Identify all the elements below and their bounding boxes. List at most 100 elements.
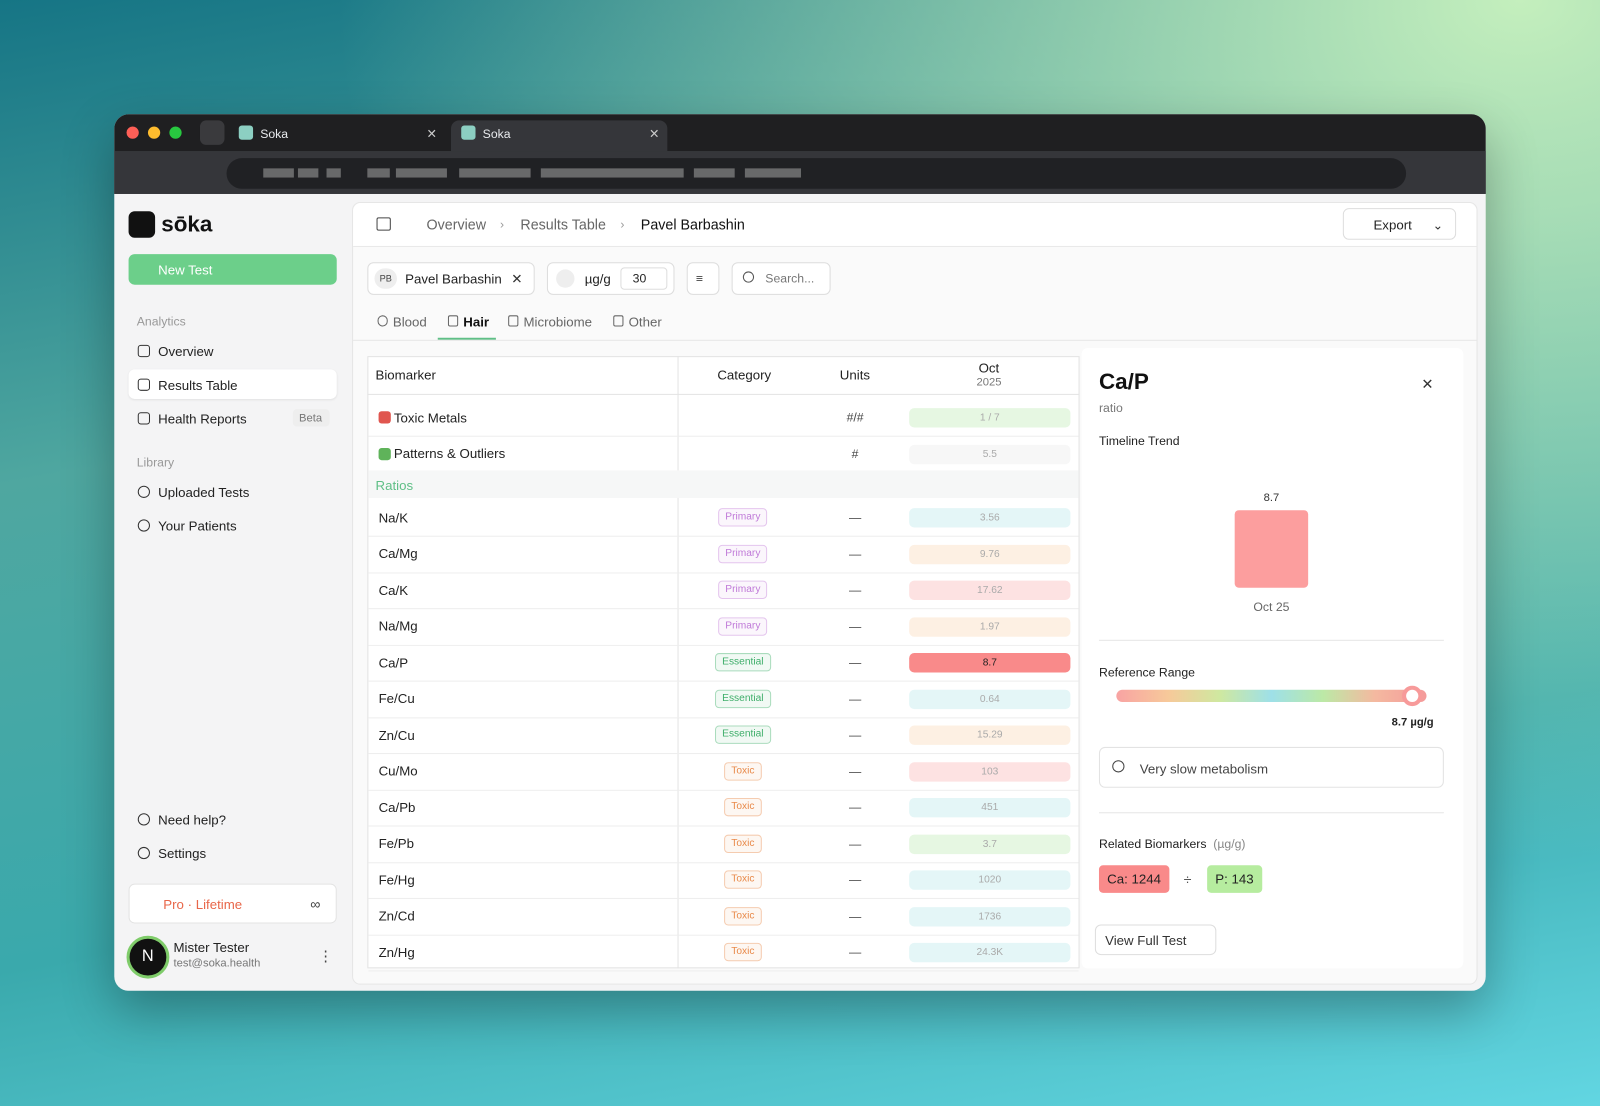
tab-close: ✕ bbox=[426, 126, 437, 141]
value-pill[interactable]: 103 bbox=[909, 761, 1071, 782]
tab[interactable]: Hair bbox=[463, 313, 490, 330]
sidebar-toggle[interactable] bbox=[376, 217, 391, 231]
value: 3.56 bbox=[979, 512, 1000, 524]
units: — bbox=[848, 908, 862, 923]
biomarker-name[interactable]: Ca/Mg bbox=[378, 545, 418, 562]
tab[interactable]: Other bbox=[628, 313, 662, 330]
range-gradient bbox=[1116, 689, 1427, 703]
infinity: ∞ bbox=[310, 895, 321, 913]
trend-value-label: 8.7 bbox=[1263, 491, 1280, 504]
tab-title[interactable]: Soka bbox=[482, 126, 511, 141]
value-pill[interactable]: 8.7 bbox=[909, 653, 1071, 673]
user-menu[interactable]: ⋮ bbox=[318, 947, 333, 965]
tab-icon bbox=[377, 315, 388, 327]
range-value: 8.7 µg/g bbox=[1391, 715, 1434, 729]
divider bbox=[1098, 812, 1444, 814]
patient-remove[interactable]: ✕ bbox=[511, 270, 523, 287]
breadcrumb-item[interactable]: Overview bbox=[426, 216, 487, 233]
related-chip[interactable]: P: 143 bbox=[1207, 865, 1262, 893]
view-button[interactable] bbox=[1094, 924, 1217, 956]
tab[interactable]: Microbiome bbox=[523, 313, 593, 330]
value-pill[interactable]: 1020 bbox=[909, 870, 1071, 890]
value-pill[interactable]: 24.3K bbox=[909, 942, 1071, 963]
units: — bbox=[848, 763, 862, 779]
row-divider bbox=[368, 571, 1079, 573]
filter-button[interactable] bbox=[686, 262, 720, 295]
biomarker-name[interactable]: Ca/Pb bbox=[378, 799, 416, 815]
tab-icon bbox=[508, 315, 519, 327]
value-pill[interactable]: 1736 bbox=[909, 906, 1071, 927]
row-divider bbox=[368, 535, 1079, 537]
section-label: Analytics bbox=[136, 314, 186, 329]
category-label: Toxic bbox=[731, 764, 755, 777]
category-label: Primary bbox=[725, 547, 761, 559]
biomarker-name[interactable]: Fe/Cu bbox=[378, 690, 415, 707]
biomarker-name[interactable]: Patterns & Outliers bbox=[393, 445, 506, 462]
value-pill[interactable]: 15.29 bbox=[909, 725, 1071, 745]
nav-item[interactable]: Results Table bbox=[158, 377, 238, 393]
unit-label: µg/g bbox=[584, 270, 611, 287]
nav-item[interactable]: Uploaded Tests bbox=[158, 484, 250, 500]
related-chip[interactable]: Ca: 1244 bbox=[1098, 865, 1170, 893]
biomarker-name[interactable]: Zn/Cd bbox=[378, 908, 415, 924]
logo-mark bbox=[128, 211, 156, 238]
value-pill[interactable]: 451 bbox=[909, 797, 1071, 818]
value-pill[interactable]: 9.76 bbox=[909, 544, 1071, 564]
value-pill[interactable]: 1.97 bbox=[909, 616, 1071, 637]
biomarker-name[interactable]: Ca/K bbox=[378, 582, 409, 598]
biomarker-name[interactable]: Cu/Mo bbox=[378, 763, 418, 779]
detail-panel bbox=[1081, 347, 1464, 969]
new-test-button[interactable] bbox=[128, 254, 337, 285]
window-button[interactable] bbox=[169, 126, 182, 139]
related-unit: (µg/g) bbox=[1213, 836, 1246, 852]
value-pill[interactable]: 5.5 bbox=[909, 444, 1071, 464]
value-pill[interactable]: 3.56 bbox=[909, 508, 1071, 528]
biomarker-name[interactable]: Fe/Pb bbox=[378, 835, 414, 852]
units: — bbox=[848, 655, 862, 670]
nav-icon bbox=[137, 412, 150, 425]
help-link[interactable]: Need help? bbox=[158, 811, 227, 828]
nav-item[interactable]: Overview bbox=[158, 343, 214, 359]
window-button[interactable] bbox=[147, 126, 161, 139]
tab-title[interactable]: Soka bbox=[260, 126, 289, 141]
settings-link[interactable]: Settings bbox=[158, 845, 207, 861]
tab-active[interactable] bbox=[451, 120, 668, 152]
row-divider bbox=[368, 608, 1079, 610]
value-pill[interactable]: 17.62 bbox=[909, 580, 1071, 600]
category-label: Toxic bbox=[731, 945, 755, 958]
tab[interactable]: Blood bbox=[392, 313, 427, 330]
export-button[interactable] bbox=[1342, 208, 1457, 240]
nav-item[interactable]: Health Reports bbox=[158, 410, 247, 427]
value-pill[interactable]: 3.7 bbox=[909, 834, 1071, 854]
units: — bbox=[848, 836, 862, 851]
breadcrumb-item[interactable]: Results Table bbox=[520, 216, 606, 233]
biomarker-name[interactable]: Na/Mg bbox=[378, 618, 418, 634]
category-badge: Primary bbox=[718, 544, 768, 563]
value-pill[interactable]: 1 / 7 bbox=[909, 408, 1071, 428]
biomarker-name[interactable]: Zn/Cu bbox=[378, 727, 415, 743]
window-button[interactable] bbox=[126, 126, 139, 139]
biomarker-name[interactable]: Toxic Metals bbox=[393, 409, 467, 425]
biomarker-name[interactable]: Zn/Hg bbox=[378, 944, 415, 960]
row-divider bbox=[368, 861, 1079, 863]
tab-menu[interactable] bbox=[199, 120, 225, 145]
row-divider bbox=[368, 753, 1079, 755]
detail-close[interactable]: ✕ bbox=[1421, 375, 1434, 392]
biomarker-name[interactable]: Ca/P bbox=[378, 654, 409, 670]
biomarker-name[interactable]: Fe/Hg bbox=[378, 871, 415, 888]
units: — bbox=[848, 618, 862, 634]
section-row bbox=[368, 470, 1079, 498]
biomarker-name[interactable]: Na/K bbox=[378, 509, 409, 525]
category-label: Primary bbox=[725, 511, 761, 523]
units: — bbox=[848, 727, 862, 742]
category-badge: Primary bbox=[718, 580, 768, 599]
tabs-divider bbox=[353, 339, 1477, 341]
row-divider bbox=[368, 680, 1079, 682]
value-pill[interactable]: 0.64 bbox=[909, 689, 1071, 709]
value: 8.7 bbox=[982, 657, 997, 669]
nav-icon bbox=[137, 378, 150, 391]
units: — bbox=[848, 546, 862, 561]
category-label: Essential bbox=[722, 692, 764, 704]
nav-item[interactable]: Your Patients bbox=[158, 517, 237, 534]
